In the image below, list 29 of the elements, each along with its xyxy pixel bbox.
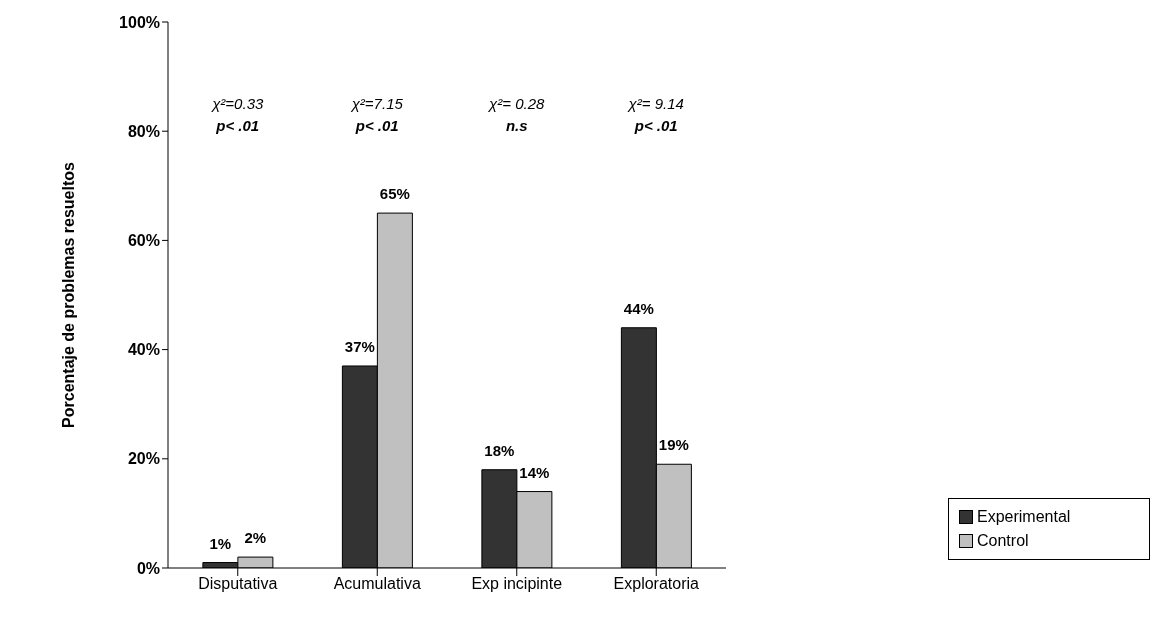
data-label: 14% <box>519 463 550 481</box>
x-tick-label: Exp incipinte <box>471 575 563 593</box>
legend-label: Experimental <box>976 507 1072 527</box>
y-tick-label: 40% <box>127 341 160 359</box>
legend-label: Control <box>976 531 1030 551</box>
annotation: χ²= 9.14 <box>626 95 684 113</box>
x-tick-label: Acumulativa <box>333 575 421 593</box>
y-tick-label: 60% <box>127 232 160 250</box>
annotation: p< .01 <box>215 117 260 135</box>
annotation: χ²=0.33 <box>210 95 264 113</box>
data-label: 2% <box>244 529 267 547</box>
annotation: χ²=7.15 <box>349 95 404 113</box>
annotation: χ²= 0.28 <box>487 95 546 113</box>
x-tick-label: Exploratoria <box>613 575 700 593</box>
data-label: 44% <box>623 299 654 317</box>
data-label: 65% <box>379 185 410 203</box>
y-tick-label: 20% <box>127 450 160 468</box>
y-tick-label: 100% <box>119 13 160 31</box>
data-label: 1% <box>209 534 232 552</box>
annotation: n.s <box>505 117 528 135</box>
y-axis-title: Porcentaje de problemas resueltos <box>59 161 77 428</box>
data-label: 37% <box>344 337 375 355</box>
data-label: 18% <box>484 441 515 459</box>
annotation: p< .01 <box>354 117 399 135</box>
y-tick-label: 0% <box>136 559 160 577</box>
data-label: 19% <box>658 436 689 454</box>
x-tick-label: Disputativa <box>198 575 278 593</box>
annotation: p< .01 <box>633 117 678 135</box>
y-tick-label: 80% <box>127 122 160 140</box>
